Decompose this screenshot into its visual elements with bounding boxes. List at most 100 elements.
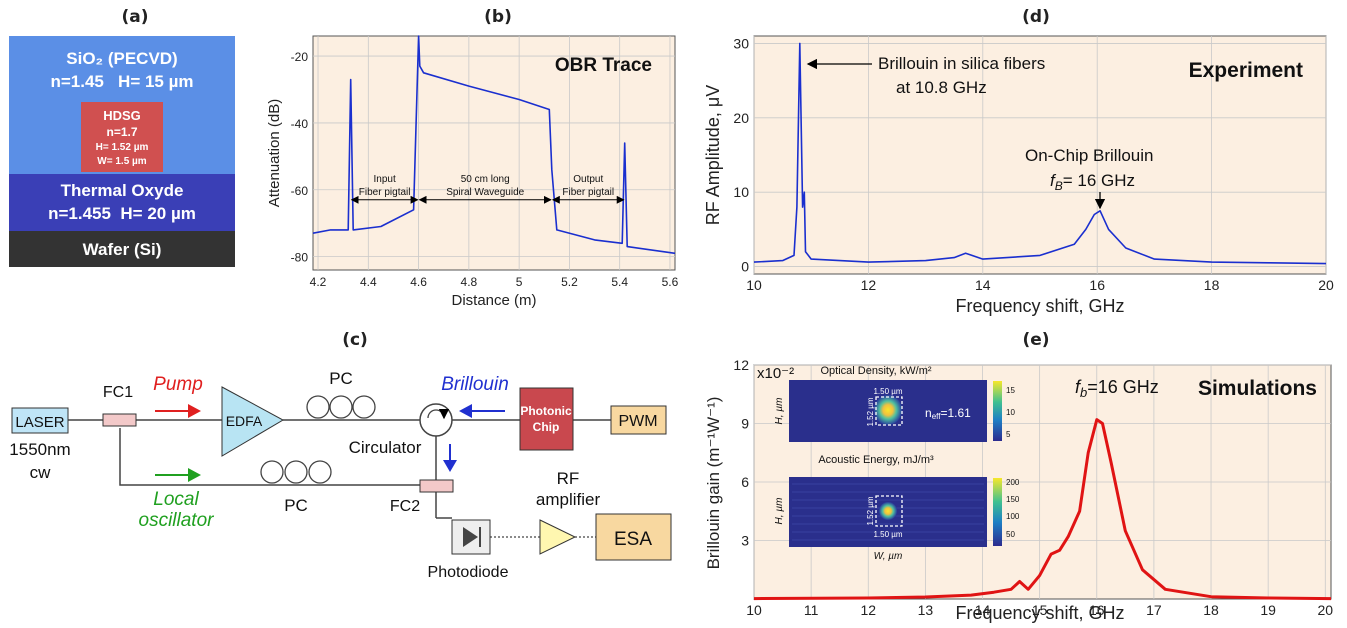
inset-1-cbar-tick: 5 (1006, 430, 1011, 439)
inset-1-dimx: 1.50 µm (873, 387, 902, 396)
inset-1-core-outline (875, 396, 903, 426)
edfa-amplifier (221, 386, 285, 457)
inset-1-title: Optical Density, kW/m² (820, 365, 931, 377)
esa-box (595, 513, 672, 561)
x-tick-label: 20 (1317, 602, 1333, 618)
y-tick-label: 9 (741, 416, 749, 432)
annotation-onchip-2: fB= 16 GHz (1050, 171, 1135, 193)
y-axis-label-e: Brillouin gain (m⁻¹W⁻¹) (704, 397, 723, 570)
segment-label: Fiber pigtail (359, 187, 411, 198)
x-tick-label: 20 (1318, 277, 1334, 293)
pump-arrow (155, 404, 201, 418)
laser-spec-2: cw (30, 463, 52, 482)
pump-label: Pump (153, 374, 203, 395)
x-tick-label: 19 (1260, 602, 1276, 618)
x-axis-label-d: Frequency shift, GHz (955, 296, 1124, 316)
x-tick-label: 12 (861, 277, 877, 293)
x-tick-label: 10 (746, 277, 762, 293)
x-tick-label: 12 (860, 602, 876, 618)
segment-label: Fiber pigtail (562, 187, 614, 198)
panel-label-e: (e) (1022, 330, 1049, 350)
y-axis-label-b: Attenuation (dB) (266, 99, 283, 207)
y-tick-label: -80 (291, 251, 309, 265)
y-tick-label: 20 (733, 110, 749, 126)
y-scale-factor-e: x10⁻² (757, 365, 794, 382)
laser-box (11, 407, 69, 434)
panel-label-b: (b) (484, 7, 512, 27)
inset-1-mode (874, 395, 902, 425)
core-h: H= 1.52 µm (96, 142, 149, 153)
y-tick-label: 12 (733, 357, 749, 373)
y-tick-label: 0 (741, 259, 749, 275)
y-tick-label: 6 (741, 474, 749, 490)
series-d (753, 42, 1327, 265)
pc-top-label: PC (329, 369, 353, 388)
oxide-props: n=1.455 H= 20 µm (48, 204, 196, 223)
inset-2-mode (879, 502, 897, 520)
core-title: HDSG (103, 108, 141, 123)
waveguide-core (81, 102, 163, 172)
x-tick-label: 4.6 (410, 275, 427, 289)
photodiode-label: Photodiode (428, 564, 509, 581)
x-tick-label: 15 (1032, 602, 1048, 618)
esa-label: ESA (614, 529, 652, 550)
inset-2-cbar-tick: 50 (1006, 530, 1015, 539)
x-tick-label: 11 (804, 602, 819, 618)
segment-label: Input (374, 174, 396, 185)
annotation-fb: fb=16 GHz (1075, 377, 1159, 400)
brillouin-label: Brillouin (441, 374, 509, 395)
panel-label-a: (a) (121, 7, 148, 27)
x-tick-label: 4.8 (461, 275, 478, 289)
x-tick-label: 10 (746, 602, 762, 618)
x-tick-label: 17 (1146, 602, 1162, 618)
plot-area-b (312, 35, 676, 271)
grid-d (753, 36, 1327, 274)
y-axis-label-d: RF Amplitude, μV (703, 85, 723, 225)
laser-spec-1: 1550nm (9, 440, 70, 459)
series-b (312, 35, 676, 255)
inset-2-cbar-tick: 100 (1006, 512, 1020, 521)
annotation-onchip-1: On-Chip Brillouin (1025, 146, 1154, 165)
inset-2-cbar-tick: 150 (1006, 495, 1020, 504)
x-tick-label: 18 (1204, 277, 1220, 293)
inset-2-title: Acoustic Energy, mJ/m³ (818, 454, 934, 466)
segment-label: Output (573, 174, 603, 185)
inset-1-neff: neff=1.61 (925, 406, 971, 421)
x-tick-label: 14 (975, 277, 991, 293)
fc2-coupler (419, 479, 454, 493)
oxide-title: Thermal Oxyde (61, 181, 184, 200)
series-line-b-0 (312, 35, 676, 255)
panel-label-c: (c) (342, 330, 368, 350)
x-tick-label: 5.6 (662, 275, 679, 289)
fc2-label: FC2 (390, 498, 420, 515)
segment-label: Spiral Waveguide (446, 187, 524, 198)
chip-label-2: Chip (533, 420, 560, 434)
y-tick-label: 3 (741, 533, 749, 549)
lo-arrow (155, 468, 201, 482)
y-tick-label: -60 (291, 184, 309, 198)
inset-2-ylabel: H, µm (774, 498, 785, 525)
sio2-title: SiO₂ (PECVD) (66, 49, 177, 68)
inset-2-colorbar (993, 478, 1002, 546)
wafer-title: Wafer (Si) (83, 240, 162, 259)
fc1-label: FC1 (103, 384, 133, 401)
lo-label-2: oscillator (139, 510, 215, 531)
pwm-label: PWM (618, 413, 657, 430)
chip-label-1: Photonic (520, 404, 572, 418)
y-tick-label: 30 (733, 35, 749, 51)
rf-label-1: RF (557, 469, 580, 488)
x-tick-label: 16 (1089, 602, 1105, 618)
laser-label: LASER (15, 414, 64, 431)
y-tick-label: -40 (291, 117, 309, 131)
inset-2-cbar-tick: 200 (1006, 478, 1020, 487)
x-axis-label-e: Frequency shift, GHz (955, 603, 1124, 623)
rf-amplifier (539, 519, 577, 555)
segment-label: 50 cm long (461, 174, 510, 185)
x-tick-label: 5 (516, 275, 523, 289)
chart-experiment: 10 12 14 16 18 20 0 10 20 30 Experiment Brilloui… (703, 35, 1334, 316)
x-axis-label-b: Distance (m) (451, 292, 536, 309)
x-tick-label: 16 (1089, 277, 1105, 293)
setup-schematic: LASER 1550nm cw FC1 Pump EDFA PC Circula… (9, 369, 672, 581)
series-e (753, 418, 1332, 601)
annotation-silica-1: Brillouin in silica fibers (878, 54, 1045, 73)
